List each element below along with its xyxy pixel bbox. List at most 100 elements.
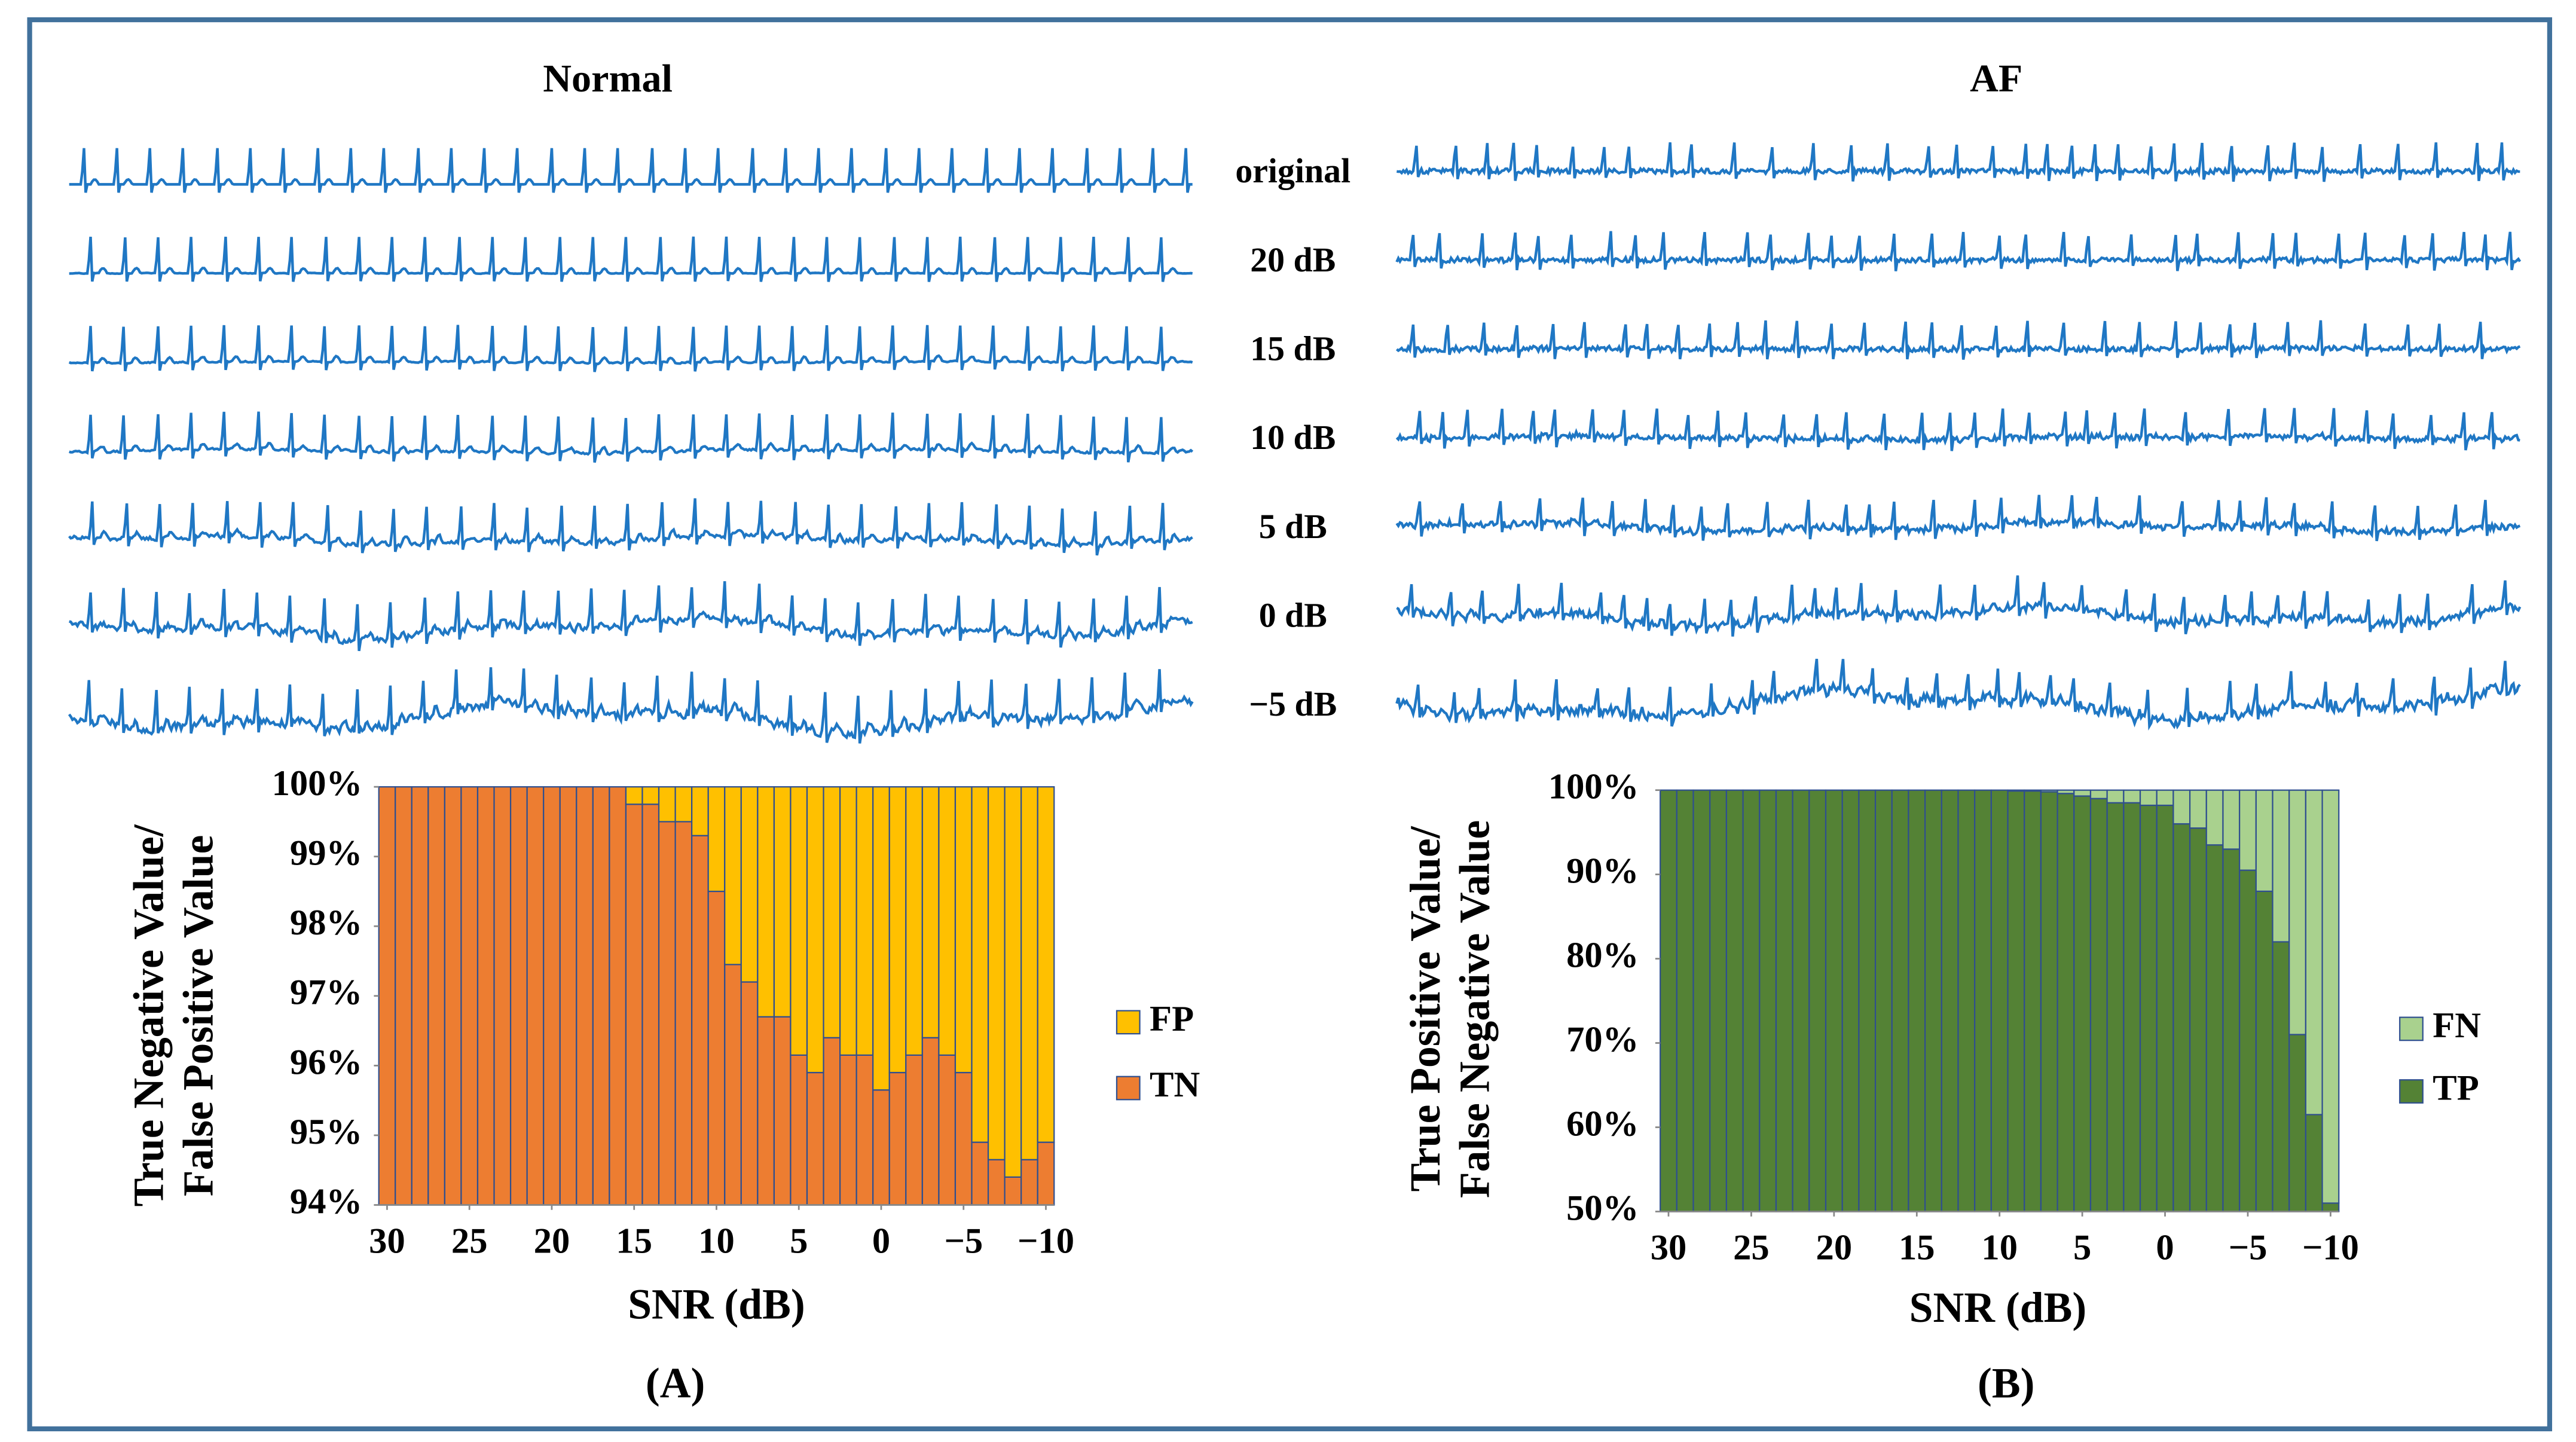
bar-segment xyxy=(2089,789,2108,799)
x-tick-label: 15 xyxy=(616,1221,652,1261)
bar-segment xyxy=(2024,790,2042,1212)
bar-segment xyxy=(2123,802,2141,1212)
bar-segment xyxy=(954,1071,973,1206)
bar-segment xyxy=(855,786,874,1056)
bar-segment xyxy=(1908,789,1926,1212)
bar-segment xyxy=(2189,789,2207,829)
x-tick-label: 15 xyxy=(1899,1228,1935,1268)
bar-segment xyxy=(1974,789,1992,1212)
bar-segment xyxy=(2040,789,2058,793)
x-tick-label: 5 xyxy=(2073,1228,2091,1268)
bar-segment xyxy=(1004,1176,1022,1206)
x-tick-label: 25 xyxy=(1733,1228,1770,1268)
snr-label: 10 dB xyxy=(1250,418,1336,457)
y-tick-label: 100% xyxy=(272,763,362,804)
bar-segment xyxy=(2007,789,2025,792)
bar-segment xyxy=(1874,789,1893,1212)
bar-segment xyxy=(2106,789,2125,804)
bar-segment xyxy=(444,786,462,1206)
bar-segment xyxy=(1037,786,1055,1143)
bar-segment xyxy=(493,786,512,1206)
y-axis-title: True Negative Value/ xyxy=(126,824,173,1206)
bar-segment xyxy=(773,786,792,1018)
bar-segment xyxy=(460,786,479,1206)
bar-segment xyxy=(378,786,396,1206)
ecg-trace xyxy=(69,411,1194,463)
bar-segment xyxy=(2106,802,2125,1212)
bar-segment xyxy=(839,786,857,1056)
bar-segment xyxy=(1692,789,1711,1212)
ecg-trace xyxy=(68,667,1194,744)
bar-segment xyxy=(691,835,709,1206)
bar-segment xyxy=(2222,848,2241,1212)
bar-segment xyxy=(658,786,676,823)
ecg-trace xyxy=(69,581,1193,652)
legend-label: TN xyxy=(1150,1065,1200,1105)
bar-segment xyxy=(625,786,643,805)
bar-segment xyxy=(740,786,759,983)
y-tick-label: 90% xyxy=(1566,851,1639,891)
y-tick-label: 99% xyxy=(290,833,362,873)
bar-segment xyxy=(691,786,709,836)
bar-segment xyxy=(2239,789,2257,871)
y-axis-title: True Positive Value/ xyxy=(1402,826,1449,1192)
ecg-trace xyxy=(68,498,1193,556)
bar-segment xyxy=(411,786,429,1206)
x-tick-label: −5 xyxy=(2229,1228,2268,1268)
bar-segment xyxy=(707,786,726,893)
bar-segment xyxy=(509,786,528,1206)
bar-segment xyxy=(921,786,940,1038)
bar-segment xyxy=(839,1054,857,1206)
bar-segment xyxy=(427,786,445,1206)
bar-segment xyxy=(724,786,742,966)
x-tick-label: 20 xyxy=(534,1221,570,1261)
bar-segment xyxy=(1891,789,1909,1212)
panel-title: AF xyxy=(1970,57,2022,100)
bar-segment xyxy=(971,786,989,1143)
bar-segment xyxy=(888,1071,907,1206)
bar-segment xyxy=(707,890,726,1206)
bar-segment xyxy=(2089,798,2108,1212)
bar-segment xyxy=(905,1054,923,1206)
x-tick-label: 10 xyxy=(698,1221,735,1261)
ecg-trace xyxy=(1395,320,2521,360)
bar-segment xyxy=(2321,789,2340,1204)
y-tick-label: 96% xyxy=(290,1042,362,1082)
bar-segment xyxy=(2288,1034,2306,1212)
bar-segment xyxy=(921,1037,940,1206)
bar-segment xyxy=(971,1141,989,1206)
bar-segment xyxy=(2156,789,2174,806)
bar-segment xyxy=(724,964,742,1206)
bar-segment xyxy=(2305,789,2323,1116)
snr-label: original xyxy=(1235,151,1350,190)
bar-segment xyxy=(658,821,676,1206)
bar-segment xyxy=(592,786,610,1206)
bar-segment xyxy=(740,981,759,1206)
bar-segment xyxy=(905,786,923,1056)
bar-segment xyxy=(576,786,594,1206)
legend-label: FP xyxy=(1150,999,1194,1039)
bar-segment xyxy=(625,804,643,1206)
bar-segment xyxy=(1742,789,1761,1212)
bar-segment xyxy=(2255,789,2274,892)
x-tick-label: 0 xyxy=(2156,1228,2174,1268)
bar-segment xyxy=(1660,789,1677,1212)
y-tick-label: 95% xyxy=(290,1112,362,1152)
x-tick-label: 10 xyxy=(1981,1228,2018,1268)
y-tick-label: 98% xyxy=(290,903,362,943)
bar-segment xyxy=(1037,1141,1055,1206)
panel-title: Normal xyxy=(543,57,673,100)
y-tick-label: 97% xyxy=(290,973,362,1013)
bar-segment xyxy=(2056,793,2075,1212)
x-tick-label: 20 xyxy=(1816,1228,1853,1268)
bar-segment xyxy=(1808,789,1827,1212)
x-tick-label: −10 xyxy=(1017,1221,1074,1261)
bar-segment xyxy=(395,786,412,1206)
bar-segment xyxy=(823,786,841,1038)
ecg-trace xyxy=(69,148,1193,193)
bar-segment xyxy=(1676,789,1694,1212)
y-tick-label: 100% xyxy=(1548,767,1639,807)
ecg-trace xyxy=(1395,408,2520,451)
